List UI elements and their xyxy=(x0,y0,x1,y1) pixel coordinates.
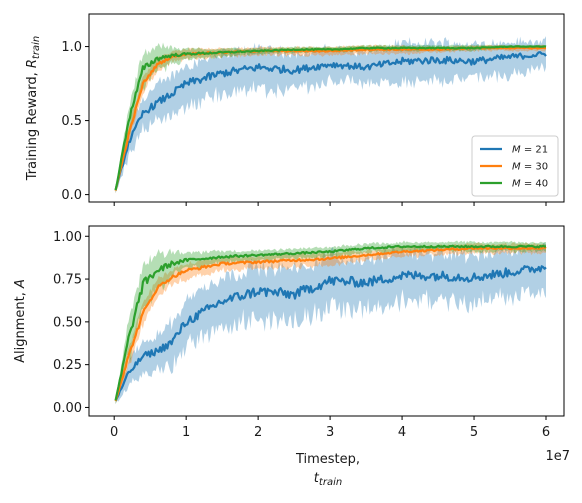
series-line-M30 xyxy=(114,246,547,402)
series-line-M21 xyxy=(114,265,547,402)
series-line-M21 xyxy=(114,51,547,191)
y-tick-label: 0.25 xyxy=(53,358,82,373)
x-tick-label: 4 xyxy=(398,425,406,440)
x-tick-label: 1 xyxy=(182,425,190,440)
series-line-M40 xyxy=(114,244,546,401)
band-M40 xyxy=(115,42,546,194)
x-tick-label: 2 xyxy=(254,425,262,440)
legend-label: M = 21 xyxy=(512,145,548,156)
legend-label: M = 40 xyxy=(512,179,548,190)
legend: M = 21 M = 30 M = 40 xyxy=(471,135,559,197)
shared-x-axis: Timestep, ttrain 1e7 xyxy=(295,449,570,488)
axes-frame xyxy=(88,225,565,417)
band-M21 xyxy=(115,36,546,194)
x-tick-label: 0 xyxy=(110,425,118,440)
y-tick-label: 1.0 xyxy=(61,40,82,55)
y-tick-label: 0.75 xyxy=(53,273,82,288)
band-M40 xyxy=(115,240,546,405)
x-axis-label-symbol: ttrain xyxy=(314,471,342,488)
x-tick-label: 5 xyxy=(470,425,478,440)
legend-box xyxy=(471,135,559,197)
plot-area xyxy=(114,36,547,194)
y-tick-label: 0.0 xyxy=(61,188,82,203)
x-tick-label: 3 xyxy=(326,425,334,440)
y-tick-label: 0.00 xyxy=(53,401,82,416)
series-line-M40 xyxy=(114,45,547,191)
y-tick-label: 0.5 xyxy=(61,114,82,129)
axes-frame xyxy=(88,13,565,203)
y-tick-label: 1.00 xyxy=(53,230,82,245)
y-tick-label: 0.50 xyxy=(53,315,82,330)
plot-area xyxy=(114,240,547,405)
y-axis-label: Alignment, A xyxy=(13,279,28,363)
x-axis-label: Timestep, xyxy=(295,452,360,467)
y-axis-label: Training Reward, Rtrain xyxy=(25,36,42,181)
band-M21 xyxy=(115,242,546,404)
alignment-panel: 0.00 0.25 0.50 0.75 1.00 0 1 2 3 4 5 6 Alignment, A xyxy=(13,225,565,440)
legend-label: M = 30 xyxy=(512,162,548,173)
x-axis-offset-label: 1e7 xyxy=(545,449,570,464)
x-tick-label: 6 xyxy=(542,425,550,440)
